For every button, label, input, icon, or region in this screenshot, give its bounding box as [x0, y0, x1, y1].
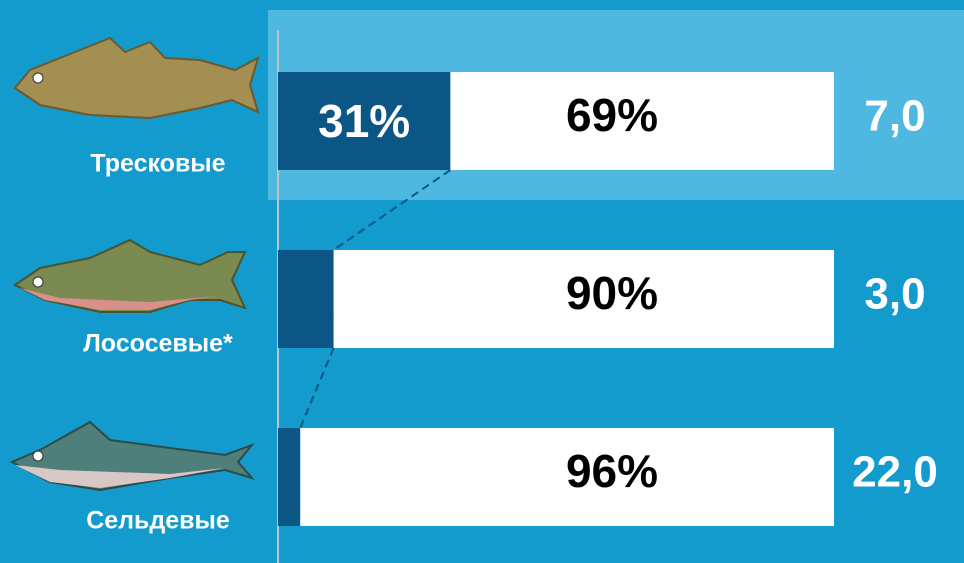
value-label: 90%	[566, 267, 658, 319]
category-label: Тресковые	[90, 150, 225, 178]
bar-segment	[278, 428, 301, 526]
bar-segment	[333, 250, 834, 348]
side-value: 3,0	[864, 270, 925, 319]
side-value: 22,0	[852, 448, 938, 497]
bar-segment	[278, 250, 334, 348]
value-label: 96%	[566, 445, 658, 497]
bar-segment	[278, 72, 451, 170]
connector	[333, 169, 451, 251]
fish-mackerel	[9, 420, 256, 492]
value-label: 69%	[566, 89, 658, 141]
bar-segment	[300, 428, 834, 526]
value-label: 31%	[318, 95, 410, 147]
category-label: Лососевые*	[83, 330, 233, 358]
bar-segment	[450, 72, 834, 170]
side-value: 7,0	[864, 92, 925, 141]
connector	[299, 347, 335, 429]
category-label: Сельдевые	[86, 507, 230, 535]
fish-cod	[13, 36, 260, 120]
fish-salmon	[13, 238, 247, 313]
